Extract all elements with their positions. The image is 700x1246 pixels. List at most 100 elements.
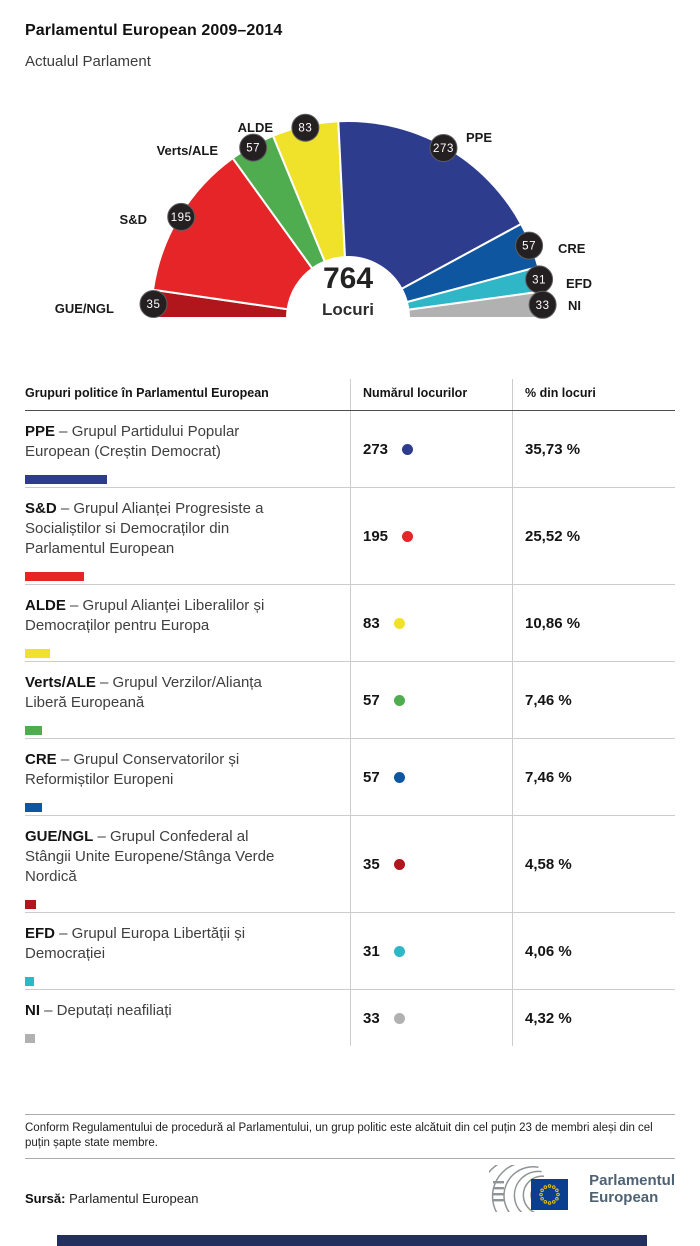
seats-cell: 57 bbox=[350, 739, 512, 815]
page-header: Parlamentul European 2009–2014 Actualul … bbox=[25, 22, 675, 70]
seat-dot bbox=[393, 858, 405, 870]
seat-badge: 83 bbox=[291, 113, 320, 142]
seat-badge-count: 33 bbox=[536, 300, 550, 312]
seats-cell: 35 bbox=[350, 816, 512, 912]
seat-count: 57 bbox=[363, 768, 380, 786]
group-description: CRE – Grupul Conservatorilor și Reformiș… bbox=[25, 750, 289, 790]
group-cell: NI – Deputați neafiliați bbox=[25, 990, 350, 1046]
proportion-bar bbox=[25, 649, 50, 658]
table-body: PPE – Grupul Partidului Popular European… bbox=[25, 411, 675, 1046]
group-cell: EFD – Grupul Europa Libertății și Democr… bbox=[25, 913, 350, 989]
seats-cell: 83 bbox=[350, 585, 512, 661]
group-name: – Grupul Conservatorilor și Reformiștilo… bbox=[25, 751, 240, 788]
page-title: Parlamentul European 2009–2014 bbox=[25, 22, 283, 39]
group-abbr: EFD bbox=[25, 925, 55, 942]
seat-dot bbox=[393, 694, 405, 706]
eu-flag-star bbox=[539, 1193, 543, 1197]
seat-dot bbox=[393, 771, 405, 783]
seats-cell: 31 bbox=[350, 913, 512, 989]
proportion-bar bbox=[25, 1034, 35, 1043]
table-row: S&D – Grupul Alianței Progresiste a Soci… bbox=[25, 488, 675, 585]
logo-arc-tick bbox=[493, 1187, 505, 1190]
seat-dot bbox=[393, 1012, 405, 1024]
group-abbr: PPE bbox=[25, 423, 56, 440]
logo-arc-tick bbox=[493, 1181, 505, 1184]
group-label: GUE/NGL bbox=[55, 301, 114, 316]
group-cell: S&D – Grupul Alianței Progresiste a Soci… bbox=[25, 488, 350, 584]
groups-table: Grupuri politice în Parlamentul European… bbox=[25, 379, 675, 1046]
table-row: ALDE – Grupul Alianței Liberalilor și De… bbox=[25, 585, 675, 662]
footnote: Conform Regulamentului de procedură al P… bbox=[25, 1114, 675, 1160]
eu-flag-star bbox=[547, 1201, 552, 1206]
seats-cell: 195 bbox=[350, 488, 512, 584]
group-abbr: NI bbox=[25, 1002, 40, 1019]
group-label: S&D bbox=[120, 212, 147, 227]
proportion-bar bbox=[25, 977, 35, 986]
percent-value: 4,06 % bbox=[512, 913, 675, 989]
seat-count: 83 bbox=[363, 614, 380, 632]
seat-badge-circle bbox=[167, 202, 196, 231]
eu-flag-star bbox=[555, 1197, 559, 1201]
eu-flag-star bbox=[555, 1188, 559, 1193]
seat-badge-circle bbox=[239, 133, 268, 162]
table-row: PPE – Grupul Partidului Popular European… bbox=[25, 411, 675, 488]
seat-badge-count: 195 bbox=[171, 212, 192, 224]
ep-logo-hemicycle-icon bbox=[489, 1165, 569, 1213]
group-label: EFD bbox=[566, 276, 592, 291]
seat-badge-count: 83 bbox=[298, 123, 312, 135]
seat-slice-ppe bbox=[337, 119, 523, 291]
table-row: GUE/NGL – Grupul Confederal al Stângii U… bbox=[25, 816, 675, 913]
seat-badge: 33 bbox=[528, 290, 557, 319]
group-cell: CRE – Grupul Conservatorilor și Reformiș… bbox=[25, 739, 350, 815]
group-cell: PPE – Grupul Partidului Popular European… bbox=[25, 411, 350, 487]
seat-count: 31 bbox=[363, 942, 380, 960]
ep-logo-text: Parlamentul European bbox=[589, 1172, 675, 1207]
group-name: – Grupul Alianței Liberalilor și Democra… bbox=[25, 597, 265, 634]
seat-badge: 195 bbox=[167, 202, 196, 231]
percent-value: 7,46 % bbox=[512, 662, 675, 738]
seat-badge: 273 bbox=[429, 134, 458, 162]
seat-badge: 31 bbox=[525, 265, 554, 294]
seat-badge-count: 35 bbox=[147, 299, 161, 311]
group-name: – Deputați neafiliați bbox=[40, 1002, 172, 1019]
seat-badge-count: 57 bbox=[246, 143, 260, 155]
center-total: 764 bbox=[323, 262, 373, 295]
eu-flag-star bbox=[543, 1200, 548, 1204]
page-subtitle: Actualul Parlament bbox=[25, 53, 151, 70]
group-description: GUE/NGL – Grupul Confederal al Stângii U… bbox=[25, 827, 289, 887]
seats-cell: 273 bbox=[350, 411, 512, 487]
table-row: EFD – Grupul Europa Libertății și Democr… bbox=[25, 913, 675, 990]
group-name: – Grupul Confederal al Stângii Unite Eur… bbox=[25, 828, 275, 885]
group-label: Verts/ALE bbox=[157, 143, 219, 158]
eu-flag-star bbox=[543, 1185, 548, 1190]
eu-flag-star bbox=[552, 1200, 556, 1204]
group-description: PPE – Grupul Partidului Popular European… bbox=[25, 422, 289, 462]
seat-count: 33 bbox=[363, 1009, 380, 1027]
logo-arc bbox=[491, 1165, 516, 1213]
seat-badge-circle bbox=[429, 134, 458, 162]
group-name: – Grupul Verzilor/Alianța Liberă Europea… bbox=[25, 674, 262, 711]
eu-flag-star bbox=[540, 1188, 544, 1193]
group-abbr: ALDE bbox=[25, 597, 66, 614]
table-header-row: Grupuri politice în Parlamentul European… bbox=[25, 379, 675, 411]
group-description: Verts/ALE – Grupul Verzilor/Alianța Libe… bbox=[25, 673, 289, 713]
seats-cell: 57 bbox=[350, 662, 512, 738]
group-abbr: S&D bbox=[25, 500, 57, 517]
percent-value: 7,46 % bbox=[512, 739, 675, 815]
proportion-bar bbox=[25, 726, 43, 735]
table-row: Verts/ALE – Grupul Verzilor/Alianța Libe… bbox=[25, 662, 675, 739]
proportion-bar bbox=[25, 475, 107, 484]
table-header-seats: Numărul locurilor bbox=[350, 379, 512, 410]
seat-dot bbox=[393, 617, 405, 629]
source-line: Sursă: Parlamentul European bbox=[25, 1191, 198, 1206]
group-description: EFD – Grupul Europa Libertății și Democr… bbox=[25, 924, 289, 964]
eu-flag-star bbox=[552, 1185, 556, 1190]
group-description: NI – Deputați neafiliați bbox=[25, 1001, 289, 1021]
seat-badge-circle bbox=[291, 113, 320, 142]
group-name: – Grupul Partidului Popular European (Cr… bbox=[25, 423, 240, 460]
group-description: ALDE – Grupul Alianței Liberalilor și De… bbox=[25, 596, 289, 636]
logo-arc bbox=[513, 1170, 542, 1213]
seat-badge-circle bbox=[528, 290, 557, 319]
center-label: Locuri bbox=[322, 300, 374, 319]
hemicycle-chart-area: 35 GUE/NGL 195 S&D 57 Verts/ALE 83 ALDE 273 PPE 57… bbox=[0, 95, 700, 335]
